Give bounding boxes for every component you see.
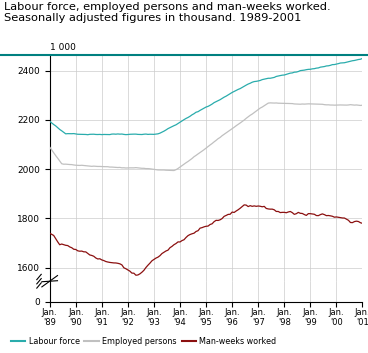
Text: 1 000: 1 000 (50, 43, 75, 53)
Legend: Labour force, Employed persons, Man-weeks worked: Labour force, Employed persons, Man-week… (8, 334, 280, 349)
Text: Labour force, employed persons and man-weeks worked.
Seasonally adjusted figures: Labour force, employed persons and man-w… (4, 2, 330, 23)
